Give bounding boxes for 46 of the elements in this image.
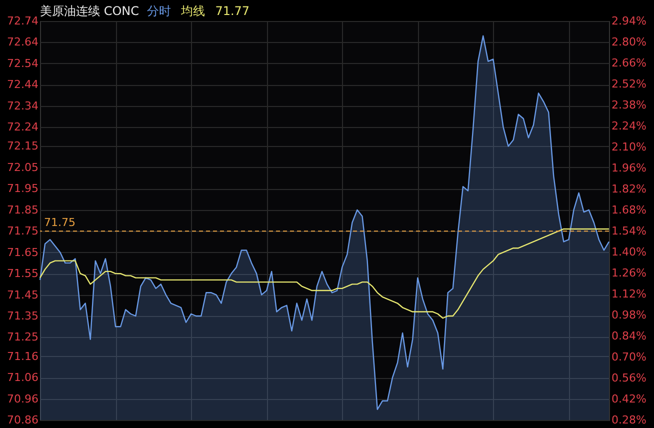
- y2-tick-label: 1.54%: [612, 224, 646, 238]
- y-tick-label: 71.16: [7, 350, 38, 363]
- y-tick-label: 72.64: [7, 36, 38, 49]
- y2-tick-label: 1.26%: [612, 266, 646, 280]
- y-tick-label: 71.35: [7, 310, 38, 323]
- text: 均线: [180, 4, 206, 18]
- y2-tick-label: 2.10%: [612, 140, 646, 154]
- y2-tick-label: 2.24%: [612, 120, 646, 132]
- y2-tick-label: 1.40%: [612, 246, 646, 258]
- line-series: [39, 228, 610, 319]
- y-tick-label: 71.45: [7, 288, 38, 302]
- y2-tick-label: 0.98%: [612, 308, 646, 322]
- y2-tick-label: 2.38%: [612, 98, 646, 112]
- y2-tick-label: 1.82%: [612, 182, 646, 196]
- y-tick-label: 71.85: [7, 203, 38, 216]
- y2-tick-label: 1.68%: [612, 204, 646, 216]
- y-tick-label: 71.75: [7, 224, 38, 238]
- y-tick-label: 70.96: [7, 392, 38, 406]
- y2-tick-label: 0.56%: [612, 372, 646, 384]
- text: 分时: [147, 4, 172, 18]
- y2-tick-label: 1.96%: [612, 162, 646, 174]
- chart-title: 美原油连续 CONC: [40, 4, 139, 18]
- y-tick-label: 72.54: [7, 56, 38, 70]
- y-tick-label: 71.55: [7, 267, 38, 280]
- y2-tick-label: 0.28%: [612, 414, 646, 426]
- y-tick-label: 71.06: [7, 371, 38, 384]
- y2-tick-label: 1.12%: [612, 288, 646, 300]
- y-tick-label: 72.05: [7, 160, 38, 174]
- y-tick-label: 72.24: [7, 120, 38, 134]
- y-tick-label: 72.15: [7, 140, 38, 153]
- ref-line-label: 71.75: [44, 216, 76, 230]
- y-tick-label: 71.65: [7, 246, 38, 259]
- y-tick-label: 72.34: [7, 99, 38, 112]
- y2-tick-label: 0.84%: [612, 330, 646, 342]
- y2-tick-label: 0.42%: [612, 392, 646, 406]
- y-tick-label: 70.86: [7, 414, 38, 426]
- y2-tick-label: 2.66%: [612, 56, 646, 70]
- y2-tick-label: 2.94%: [612, 14, 646, 28]
- y2-tick-label: 0.70%: [612, 350, 646, 364]
- y2-tick-label: 2.80%: [612, 36, 646, 48]
- y-tick-label: 72.74: [7, 14, 38, 28]
- y-tick-label: 71.25: [7, 330, 38, 344]
- y-tick-label: 71.95: [7, 182, 38, 196]
- y2-tick-label: 2.52%: [612, 78, 646, 90]
- y-tick-label: 72.44: [7, 78, 38, 92]
- text: 71.77: [215, 4, 250, 18]
